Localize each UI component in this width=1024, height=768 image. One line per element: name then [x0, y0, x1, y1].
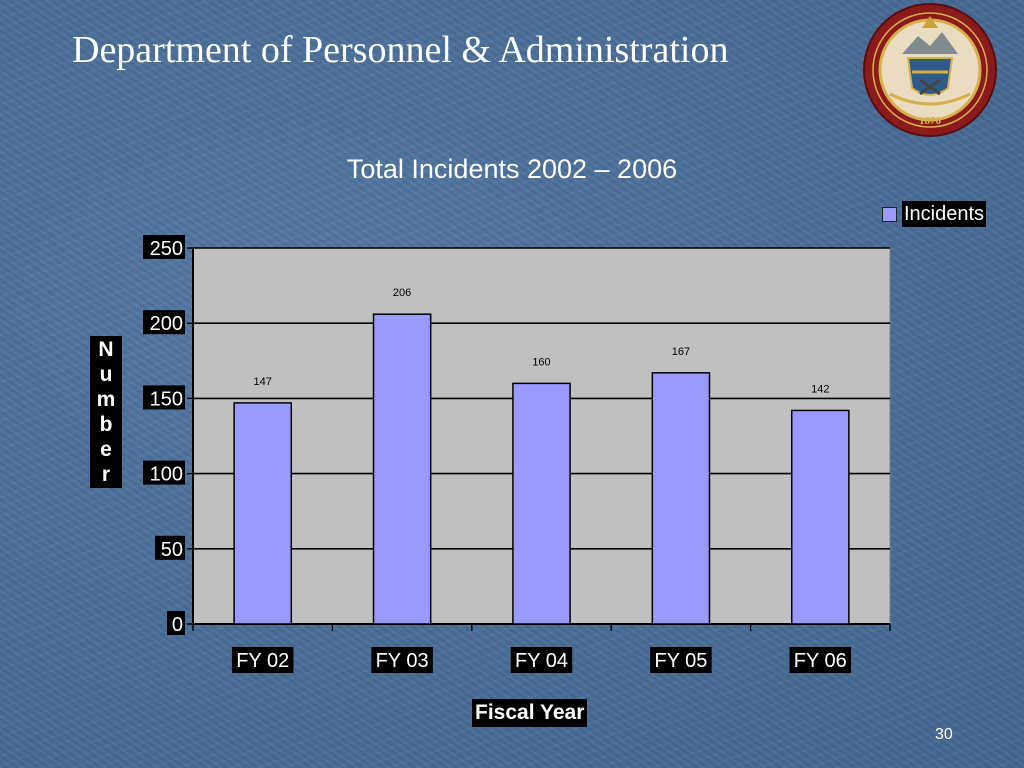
- x-tick-label: FY 05: [654, 650, 707, 672]
- y-axis-label-char: u: [99, 363, 113, 386]
- bar-fy-05: [651, 372, 711, 625]
- y-tick-label: 50: [161, 539, 183, 561]
- x-tick-label-bg: [231, 647, 294, 673]
- x-tick-label: FY 06: [794, 650, 847, 672]
- svg-text:1876: 1876: [919, 115, 942, 127]
- x-axis-label: Fiscal Year: [472, 699, 588, 727]
- y-tick-label-bg: [143, 385, 185, 410]
- x-tick-label: FY 02: [236, 650, 289, 672]
- y-tick-label-bg: [155, 535, 185, 560]
- chart-title: Total Incidents 2002 – 2006: [346, 154, 678, 184]
- bar-fy-03: [372, 313, 432, 625]
- y-tick-label-bg: [143, 310, 185, 335]
- data-label: 142: [811, 383, 829, 395]
- data-label: 147: [254, 376, 272, 388]
- bar-fy-06: [790, 409, 850, 625]
- data-label: 167: [672, 346, 690, 358]
- legend-label-incidents: Incidents: [902, 201, 987, 227]
- x-tick-label-bg: [510, 647, 573, 673]
- x-tick-label-bg: [789, 647, 852, 673]
- y-tick-label: 0: [172, 614, 183, 636]
- y-tick-label: 250: [150, 238, 183, 260]
- y-tick-label: 150: [150, 388, 183, 410]
- x-tick-label: FY 04: [515, 650, 568, 672]
- x-tick-label: FY 03: [376, 650, 429, 672]
- y-tick-label-bg: [143, 235, 185, 259]
- legend-swatch-incidents: [882, 206, 897, 222]
- y-axis-label-char: m: [96, 388, 116, 411]
- y-tick-label-bg: [143, 460, 185, 485]
- y-axis-label-char: N: [98, 338, 114, 361]
- y-axis-label-char: r: [101, 463, 111, 486]
- page-number: 30: [935, 726, 953, 743]
- x-tick-label-bg: [650, 647, 712, 673]
- slide-title: Department of Personnel & Administration: [72, 29, 729, 71]
- y-axis-label-char: e: [100, 438, 112, 461]
- state-of-colorado-seal-icon: 1876: [863, 3, 997, 137]
- y-tick-label: 100: [150, 464, 183, 486]
- y-axis-label-char: b: [99, 413, 113, 436]
- chart-legend: Incidents: [882, 200, 987, 228]
- y-tick-label: 200: [150, 313, 183, 335]
- data-label: 206: [393, 287, 411, 299]
- y-tick-label-bg: [167, 611, 185, 635]
- data-label: 160: [532, 356, 550, 368]
- x-tick-label-bg: [371, 647, 433, 673]
- bar-fy-04: [512, 382, 571, 625]
- bar-fy-02: [233, 402, 293, 625]
